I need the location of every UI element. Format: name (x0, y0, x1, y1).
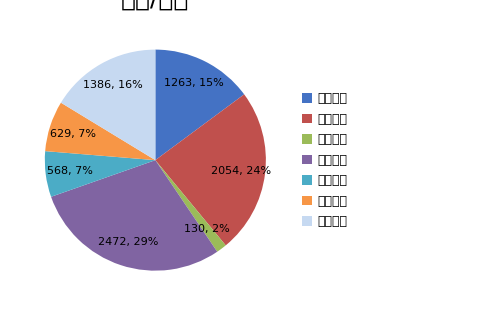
Text: 1263, 15%: 1263, 15% (164, 78, 224, 88)
Wedge shape (45, 151, 155, 197)
Text: 130, 2%: 130, 2% (184, 224, 230, 234)
Text: 2472, 29%: 2472, 29% (98, 237, 159, 247)
Wedge shape (155, 160, 226, 252)
Wedge shape (61, 50, 155, 160)
Text: 629, 7%: 629, 7% (50, 128, 97, 138)
Title: 人口/万人: 人口/万人 (121, 0, 190, 10)
Text: 2054, 24%: 2054, 24% (211, 165, 271, 176)
Wedge shape (51, 160, 217, 271)
Wedge shape (45, 103, 155, 160)
Text: 568, 7%: 568, 7% (47, 166, 93, 176)
Text: 1386, 16%: 1386, 16% (83, 80, 143, 90)
Legend: 视力残疾, 听力残疾, 言语残疾, 肢体残疾, 智力残疾, 精神残疾, 多重残疾: 视力残疾, 听力残疾, 言语残疾, 肢体残疾, 智力残疾, 精神残疾, 多重残疾 (300, 89, 350, 231)
Wedge shape (155, 50, 244, 160)
Wedge shape (155, 95, 266, 245)
